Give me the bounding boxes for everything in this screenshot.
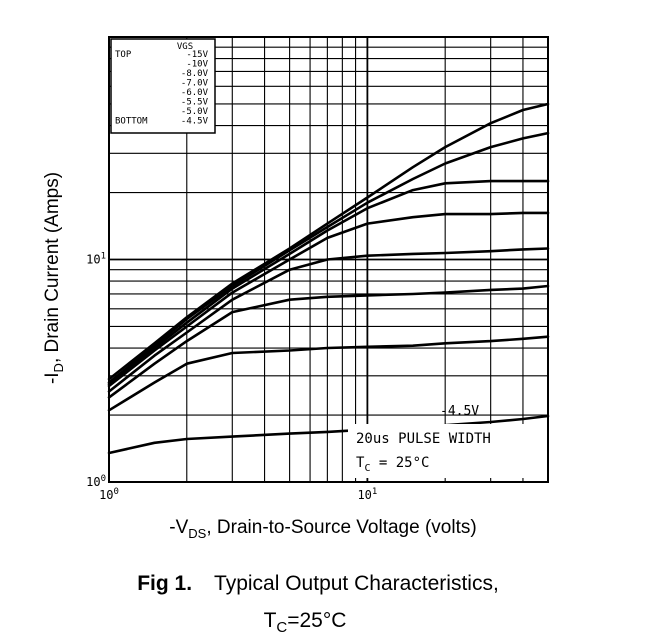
legend-header: VGS <box>177 42 193 52</box>
series-line-4-5V <box>107 414 550 455</box>
legend-box <box>110 38 216 134</box>
legend-entry: -5.0V <box>181 107 209 117</box>
curve-label-4-5v: -4.5V <box>440 404 479 419</box>
y-tick-label: 101 <box>86 252 106 267</box>
x-tick-label: 101 <box>357 487 377 502</box>
pulse-width-label: 20us PULSE WIDTH <box>356 431 491 447</box>
series-curves <box>107 102 550 455</box>
figure-caption-line2: TC=25°C <box>264 609 347 636</box>
legend-bottom-label: BOTTOM <box>115 117 148 127</box>
legend-entry: -7.0V <box>181 79 209 89</box>
legend-entry: -6.0V <box>181 88 209 98</box>
x-tick-label: 100 <box>99 487 119 502</box>
series-line-5-5V <box>107 284 550 399</box>
y-axis-label: -ID, Drain Current (Amps) <box>42 172 66 384</box>
legend: VGS-15V-10V-8.0V-7.0V-6.0V-5.5V-5.0V-4.5… <box>110 38 216 134</box>
legend-top-label: TOP <box>115 50 132 60</box>
series-line-5-0V <box>107 335 550 412</box>
plot-frame <box>108 36 549 483</box>
temperature-label: TC = 25°C <box>356 455 429 474</box>
figure-caption-line1: Fig 1. Typical Output Characteristics, <box>137 572 499 595</box>
annotations: -4.5V 20us PULSE WIDTH TC = 25°C <box>348 404 546 478</box>
series-line-10V <box>107 131 550 384</box>
annotation-box <box>348 424 546 478</box>
series-line-6-0V <box>107 247 550 393</box>
legend-entry: -8.0V <box>181 69 209 79</box>
legend-entry: -5.5V <box>181 98 209 108</box>
series-line-15V <box>107 102 550 381</box>
series-line-8-0V <box>107 179 550 386</box>
series-line-7-0V <box>107 211 550 388</box>
axis-tick-labels: 100 101 100 101 <box>86 252 377 503</box>
legend-entry: -10V <box>186 60 208 70</box>
legend-entry: -15V <box>186 50 208 60</box>
x-axis-label: -VDS, Drain-to-Source Voltage (volts) <box>169 517 476 541</box>
y-tick-label: 100 <box>86 474 106 489</box>
legend-entry: -4.5V <box>181 117 209 127</box>
